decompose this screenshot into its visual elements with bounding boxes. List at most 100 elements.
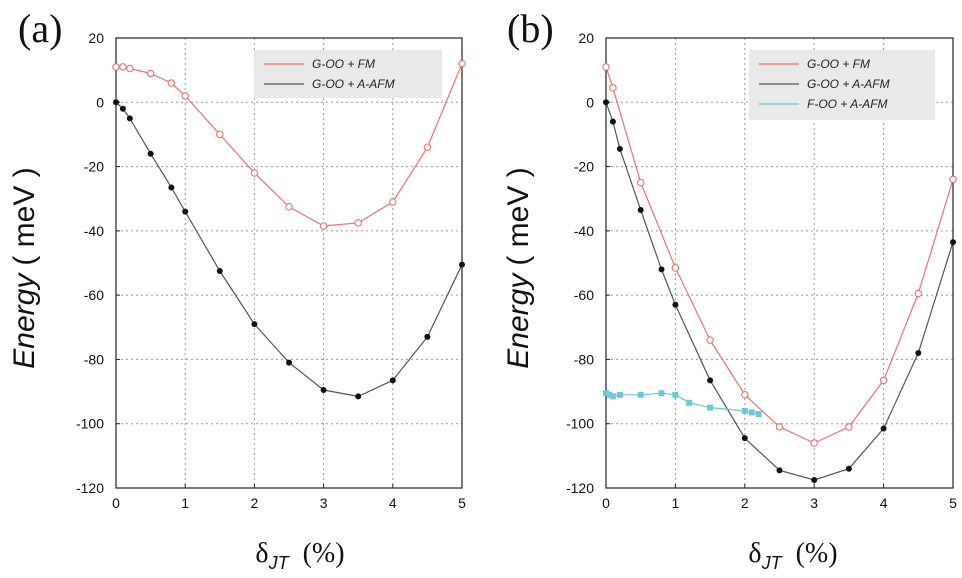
legend-entry: G-OO + A-AFM (312, 77, 395, 91)
x-tick-label: 3 (810, 495, 818, 511)
x-tick-label: 4 (389, 495, 397, 511)
legend-entry: G-OO + FM (807, 57, 870, 71)
data-point (686, 399, 693, 406)
data-point (320, 386, 327, 393)
data-point (636, 178, 645, 187)
gridlines (116, 38, 462, 488)
x-tick-label: 1 (672, 495, 680, 511)
legend: G-OO + FM G-OO + A-AFM (254, 50, 442, 98)
data-point (741, 391, 749, 399)
y-axis-label-main: Energy (8, 272, 41, 369)
x-axis-label-subscript: JT (268, 553, 291, 573)
x-tick-label: 5 (949, 495, 957, 511)
data-point (880, 425, 887, 432)
y-tick-label: -40 (574, 223, 594, 239)
x-tick-label: 0 (602, 495, 610, 511)
panel-b: 20 0 -20 -40 -60 -80 -100 -120 0 1 2 3 4 5 (b) Energy ( … (502, 6, 957, 573)
panel-label: (b) (507, 6, 554, 51)
data-point (915, 350, 922, 356)
y-axis-label-unit: ( meV ) (8, 167, 41, 265)
x-axis-label-subscript: JT (761, 553, 784, 573)
legend-entry: G-OO + A-AFM (807, 77, 890, 91)
data-point (811, 476, 818, 483)
y-axis-label: Energy ( meV ) (8, 167, 41, 368)
data-point (182, 208, 189, 215)
series-g-oo-fm (112, 59, 466, 230)
data-point (423, 143, 432, 152)
data-point (459, 261, 465, 268)
x-tick-label: 1 (181, 495, 189, 511)
x-axis-label-symbol: δ (255, 538, 268, 569)
y-axis-label: Energy ( meV ) (502, 167, 535, 368)
data-point (319, 222, 328, 230)
series-line (605, 66, 954, 444)
data-point (216, 130, 224, 139)
data-point (845, 465, 852, 472)
data-point (658, 266, 665, 273)
y-tick-label: -80 (84, 351, 104, 367)
data-point (146, 69, 155, 78)
y-tick-label: -40 (84, 223, 104, 239)
panel-a: 20 0 -20 -40 -60 -80 -100 -120 0 1 2 3 4 5 (a) Energy ( … (8, 6, 466, 573)
legend-box (254, 50, 442, 98)
x-tick-label: 2 (251, 495, 259, 511)
data-point (658, 390, 665, 397)
x-axis-label-unit: (%) (303, 538, 345, 569)
data-point (285, 203, 293, 211)
y-tick-label: 0 (96, 94, 104, 110)
series-g-oo-a-afm (113, 99, 465, 400)
data-point (616, 391, 623, 398)
data-point (119, 105, 126, 112)
data-point (775, 423, 784, 431)
data-point (616, 145, 623, 152)
x-axis-label-unit: (%) (796, 538, 838, 569)
data-point (251, 321, 258, 328)
data-point (168, 184, 175, 191)
data-point (167, 79, 176, 87)
data-point (707, 377, 714, 384)
legend: G-OO + FM G-OO + A-AFM F-OO + A-AFM (749, 50, 935, 120)
data-point (112, 63, 120, 71)
x-tick-label: 2 (741, 495, 749, 511)
y-tick-label: -60 (84, 287, 104, 303)
y-axis-label-main: Energy (502, 272, 535, 369)
x-tick-label: 5 (458, 495, 466, 511)
data-point (706, 336, 714, 344)
y-axis-label-unit: ( meV ) (502, 167, 535, 265)
data-point (845, 423, 853, 431)
data-point (776, 467, 783, 474)
data-point (126, 115, 133, 122)
data-point (147, 150, 154, 157)
y-tick-label: -100 (566, 416, 594, 432)
data-point (606, 391, 613, 398)
data-point (672, 391, 679, 398)
y-tick-label: 20 (578, 30, 594, 46)
y-tick-label: -120 (566, 480, 594, 496)
data-point (637, 206, 644, 213)
series-line (115, 101, 463, 398)
data-point (810, 439, 818, 447)
data-point (355, 393, 362, 400)
y-tick-label: -100 (76, 416, 104, 432)
data-point (602, 63, 610, 71)
data-point (458, 59, 466, 68)
data-point (286, 359, 292, 366)
series-line (605, 392, 759, 415)
data-point (603, 390, 609, 397)
legend-box (749, 50, 935, 120)
x-tick-label: 3 (320, 495, 328, 511)
data-point (748, 409, 755, 416)
data-point (216, 268, 223, 275)
data-point (950, 239, 956, 246)
data-point (672, 301, 679, 308)
y-tick-label: 20 (88, 30, 104, 46)
legend-entry: F-OO + A-AFM (807, 97, 888, 111)
data-point (354, 219, 362, 227)
x-axis-label-symbol: δ (748, 538, 761, 569)
data-point (609, 118, 616, 125)
plot-frame (115, 37, 463, 489)
y-tick-label: 0 (586, 94, 594, 110)
panel-label: (a) (18, 6, 62, 51)
data-point (879, 376, 888, 385)
